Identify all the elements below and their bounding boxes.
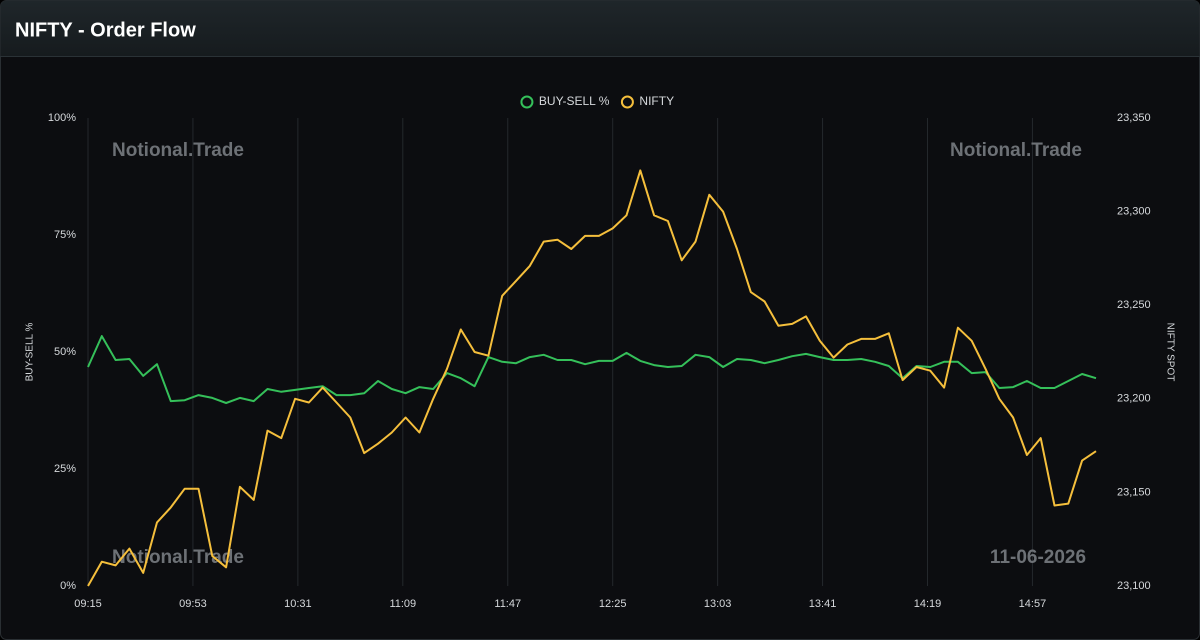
x-tick-label: 11:09 <box>389 598 416 610</box>
watermark: Notional.Trade <box>950 140 1082 161</box>
y-tick-label: 25% <box>54 463 76 475</box>
date-stamp: 11-06-2026 <box>990 547 1086 568</box>
watermark: Notional.Trade <box>112 140 244 161</box>
y2-tick-label: 23,300 <box>1117 206 1151 218</box>
y-tick-label: 75% <box>54 229 76 241</box>
x-tick-label: 13:03 <box>704 598 732 610</box>
x-tick-label: 10:31 <box>284 598 312 610</box>
y2-tick-label: 23,250 <box>1117 299 1151 311</box>
x-tick-label: 09:15 <box>74 598 102 610</box>
x-tick-label: 12:25 <box>599 598 627 610</box>
x-tick-label: 11:47 <box>494 598 521 610</box>
legend: BUY-SELL % NIFTY <box>520 94 674 109</box>
legend-label: NIFTY <box>639 94 674 108</box>
header <box>0 0 1200 56</box>
legend-marker <box>520 95 534 109</box>
y2-tick-label: 23,150 <box>1117 486 1151 498</box>
y-tick-label: 100% <box>48 112 76 124</box>
y-tick-label: 0% <box>60 580 76 592</box>
x-tick-label: 13:41 <box>809 598 837 610</box>
y-axis-label: BUY-SELL % <box>25 323 36 382</box>
x-tick-label: 14:57 <box>1019 598 1047 610</box>
y2-axis-label: NIFTY SPOT <box>1164 323 1175 382</box>
y-tick-label: 50% <box>54 346 76 358</box>
series-line <box>87 335 1097 404</box>
x-tick-label: 09:53 <box>179 598 207 610</box>
y2-tick-label: 23,100 <box>1117 580 1151 592</box>
y2-tick-label: 23,200 <box>1117 393 1151 405</box>
x-tick-label: 14:19 <box>914 598 942 610</box>
panel-title: NIFTY - Order Flow <box>15 19 196 41</box>
legend-marker <box>620 95 634 109</box>
y2-tick-label: 23,350 <box>1117 112 1151 124</box>
legend-label: BUY-SELL % <box>539 94 610 108</box>
series-line <box>87 169 1097 587</box>
